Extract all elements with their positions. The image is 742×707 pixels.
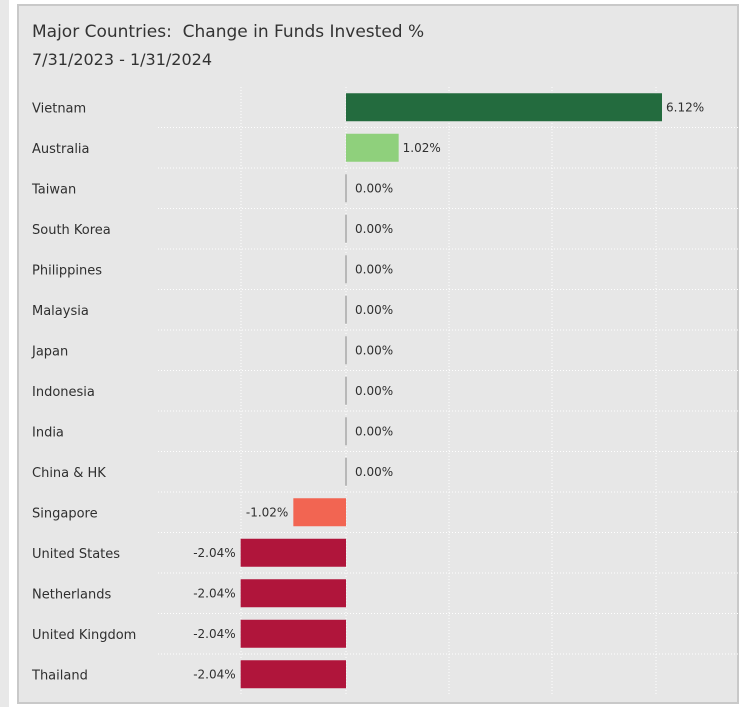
category-label: Netherlands xyxy=(32,587,111,602)
data-label: -2.04% xyxy=(193,627,235,641)
bar xyxy=(345,457,347,486)
bar xyxy=(240,538,346,567)
bar xyxy=(345,376,347,405)
data-label: 0.00% xyxy=(355,181,393,195)
bar xyxy=(345,255,347,284)
bar xyxy=(345,174,347,203)
bar xyxy=(293,498,346,527)
data-label: 0.00% xyxy=(355,343,393,357)
data-label: 0.00% xyxy=(355,465,393,479)
category-label: Japan xyxy=(31,344,68,359)
chart-title: Major Countries: Change in Funds Investe… xyxy=(32,22,425,42)
left-edge-strip xyxy=(0,0,9,707)
data-label: -2.04% xyxy=(193,546,235,560)
data-label: -2.04% xyxy=(193,667,235,681)
bar xyxy=(240,660,346,689)
category-label: South Korea xyxy=(32,223,111,238)
category-label: China & HK xyxy=(32,466,106,481)
category-label: Philippines xyxy=(32,263,102,278)
data-label: 0.00% xyxy=(355,384,393,398)
category-label: United States xyxy=(32,547,120,562)
bar xyxy=(346,133,399,162)
data-label: 0.00% xyxy=(355,262,393,276)
bar xyxy=(345,336,347,365)
category-label: United Kingdom xyxy=(32,628,136,643)
bar xyxy=(345,295,347,324)
category-label: Indonesia xyxy=(32,385,95,400)
category-label: Thailand xyxy=(31,668,88,683)
category-label: India xyxy=(32,425,64,440)
category-label: Australia xyxy=(32,142,90,157)
category-label: Vietnam xyxy=(32,101,86,116)
data-label: 0.00% xyxy=(355,303,393,317)
bar xyxy=(346,93,662,122)
data-label: 6.12% xyxy=(666,100,704,114)
bar xyxy=(240,579,346,608)
data-label: 0.00% xyxy=(355,222,393,236)
bar xyxy=(345,214,347,243)
data-label: 0.00% xyxy=(355,424,393,438)
category-label: Taiwan xyxy=(31,182,76,197)
data-label: -2.04% xyxy=(193,586,235,600)
category-label: Singapore xyxy=(32,506,98,521)
chart-subtitle: 7/31/2023 - 1/31/2024 xyxy=(32,50,213,69)
data-label: -1.02% xyxy=(246,505,288,519)
bar xyxy=(345,417,347,446)
data-label: 1.02% xyxy=(403,141,441,155)
bar xyxy=(240,619,346,648)
category-label: Malaysia xyxy=(32,304,89,319)
